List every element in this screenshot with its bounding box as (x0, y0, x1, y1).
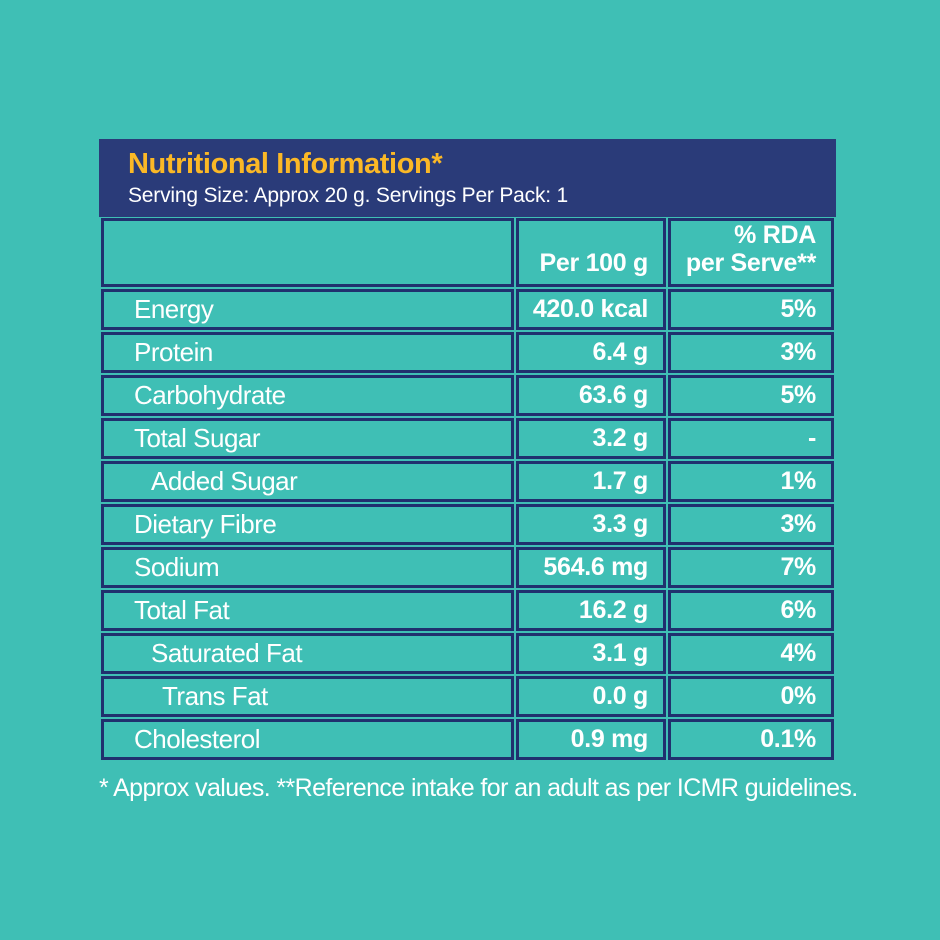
nutrient-label: Carbohydrate (101, 375, 514, 416)
table-row: Cholesterol 0.9 mg 0.1% (101, 719, 834, 760)
table-row: Trans Fat 0.0 g 0% (101, 676, 834, 717)
nutrient-label: Dietary Fibre (101, 504, 514, 545)
table-row: Carbohydrate 63.6 g 5% (101, 375, 834, 416)
rda-value: 5% (668, 289, 834, 330)
rda-value: 0.1% (668, 719, 834, 760)
table-row: Saturated Fat 3.1 g 4% (101, 633, 834, 674)
nutrient-label: Sodium (101, 547, 514, 588)
table-row: Sodium 564.6 mg 7% (101, 547, 834, 588)
serving-info: Serving Size: Approx 20 g. Servings Per … (128, 184, 568, 207)
table-row: Protein 6.4 g 3% (101, 332, 834, 373)
per-100g-value: 16.2 g (516, 590, 666, 631)
header-rda-line2: per Serve** (685, 249, 816, 277)
per-100g-value: 1.7 g (516, 461, 666, 502)
nutrition-panel: Nutritional Information* Serving Size: A… (99, 139, 858, 803)
nutrient-label: Trans Fat (101, 676, 514, 717)
rda-value: 3% (668, 504, 834, 545)
per-100g-value: 3.3 g (516, 504, 666, 545)
per-100g-value: 3.1 g (516, 633, 666, 674)
nutrient-label: Saturated Fat (101, 633, 514, 674)
header-rda-cell: % RDA per Serve** (668, 218, 834, 287)
nutrient-label: Protein (101, 332, 514, 373)
rda-value: 7% (668, 547, 834, 588)
table-row: Total Sugar 3.2 g- (101, 418, 834, 459)
rda-value: 6% (668, 590, 834, 631)
nutrient-label: Energy (101, 289, 514, 330)
table-row: Energy 420.0 kcal 5% (101, 289, 834, 330)
table-row: Added Sugar 1.7 g 1% (101, 461, 834, 502)
footnote: * Approx values. **Reference intake for … (99, 774, 858, 802)
header-band: Nutritional Information* Serving Size: A… (99, 139, 836, 217)
per-100g-value: 420.0 kcal (516, 289, 666, 330)
per-100g-value: 0.0 g (516, 676, 666, 717)
per-100g-value: 3.2 g (516, 418, 666, 459)
nutrient-label: Added Sugar (101, 461, 514, 502)
nutrient-label: Total Fat (101, 590, 514, 631)
per-100g-value: 0.9 mg (516, 719, 666, 760)
nutrition-table: Per 100 g % RDA per Serve** Energy 420.0 … (99, 216, 836, 762)
table-header-row: Per 100 g % RDA per Serve** (101, 218, 834, 287)
per-100g-value: 564.6 mg (516, 547, 666, 588)
rda-value: 1% (668, 461, 834, 502)
nutrient-label: Cholesterol (101, 719, 514, 760)
rda-value: 0% (668, 676, 834, 717)
rda-value: 5% (668, 375, 834, 416)
header-nutrient-cell (101, 218, 514, 287)
rda-value: - (668, 418, 834, 459)
table-row: Total Fat 16.2 g 6% (101, 590, 834, 631)
per-100g-value: 6.4 g (516, 332, 666, 373)
table-row: Dietary Fibre 3.3 g 3% (101, 504, 834, 545)
rda-value: 3% (668, 332, 834, 373)
header-per-100g-cell: Per 100 g (516, 218, 666, 287)
rda-value: 4% (668, 633, 834, 674)
panel-title: Nutritional Information* (128, 148, 443, 180)
header-rda-line1: % RDA (734, 221, 816, 249)
nutrient-label: Total Sugar (101, 418, 514, 459)
per-100g-value: 63.6 g (516, 375, 666, 416)
